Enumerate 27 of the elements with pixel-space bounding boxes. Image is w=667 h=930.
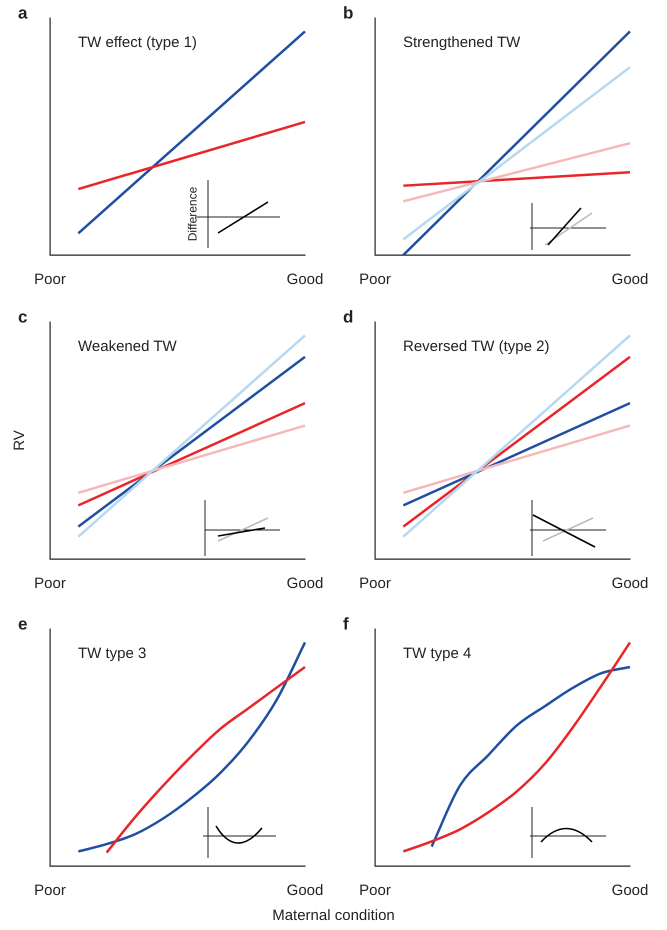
chart-title: Strengthened TW bbox=[403, 34, 522, 52]
text: d bbox=[343, 308, 354, 327]
x-tick-label: Poor bbox=[34, 575, 66, 592]
x-tick-label: Good bbox=[286, 271, 324, 288]
text: e bbox=[18, 614, 28, 634]
chart-title: TW type 3 bbox=[78, 645, 146, 662]
x-tick-label: Poor bbox=[34, 882, 66, 900]
text: f bbox=[343, 614, 349, 634]
chart-title: TW effect (type 1) bbox=[78, 34, 197, 52]
chart-title: TW type 4 bbox=[403, 645, 472, 662]
text: b bbox=[343, 4, 354, 23]
chart-title: Weakened TW bbox=[78, 338, 178, 356]
x-axis-title: Maternal condition bbox=[271, 907, 396, 924]
text: c bbox=[18, 308, 28, 327]
y-axis-title: RV bbox=[11, 430, 28, 451]
x-tick-label: Poor bbox=[359, 271, 391, 288]
chart-title: Reversed TW (type 2) bbox=[403, 338, 550, 356]
x-tick-label: Good bbox=[286, 575, 324, 592]
x-tick-label: Poor bbox=[34, 271, 66, 288]
x-tick-label: Good bbox=[612, 575, 648, 592]
annotation: Difference bbox=[185, 186, 200, 242]
x-tick-label: Poor bbox=[359, 575, 391, 592]
x-tick-label: Good bbox=[612, 271, 648, 288]
x-tick-label: Good bbox=[612, 882, 648, 900]
x-tick-label: Poor bbox=[359, 882, 391, 900]
x-tick-label: Good bbox=[286, 882, 324, 900]
text: a bbox=[18, 4, 28, 23]
